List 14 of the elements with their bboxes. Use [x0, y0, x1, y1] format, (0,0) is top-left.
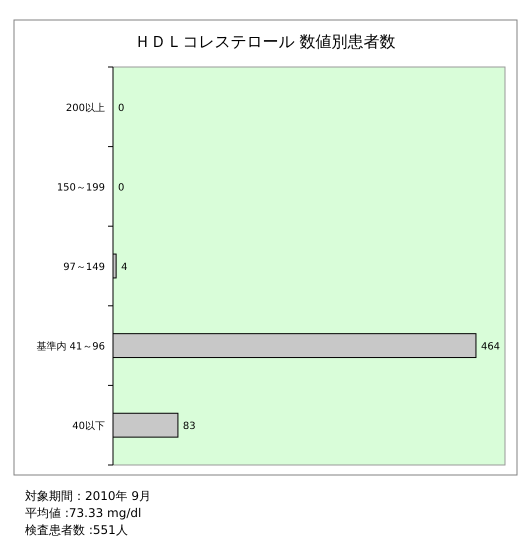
y-tick-label: 200以上	[66, 102, 105, 114]
data-label: 4	[121, 262, 128, 273]
y-tick-label: 150～199	[56, 182, 105, 194]
data-label: 0	[118, 102, 124, 114]
text: 対象期間：2010年 9月	[25, 489, 151, 503]
y-tick-label: 基準内 41～96	[36, 340, 105, 353]
data-label: 464	[480, 342, 500, 353]
y-tick-label: 97～149	[63, 262, 105, 273]
y-tick-label: 40以下	[72, 420, 105, 432]
text: 平均値 :73.33 mg/dl	[25, 506, 142, 520]
chart-title: ＨＤＬコレステロール 数値別患者数	[134, 32, 396, 51]
data-label: 0	[118, 182, 124, 194]
text: 検査患者数 :551人	[25, 523, 128, 537]
data-label: 83	[182, 421, 196, 432]
